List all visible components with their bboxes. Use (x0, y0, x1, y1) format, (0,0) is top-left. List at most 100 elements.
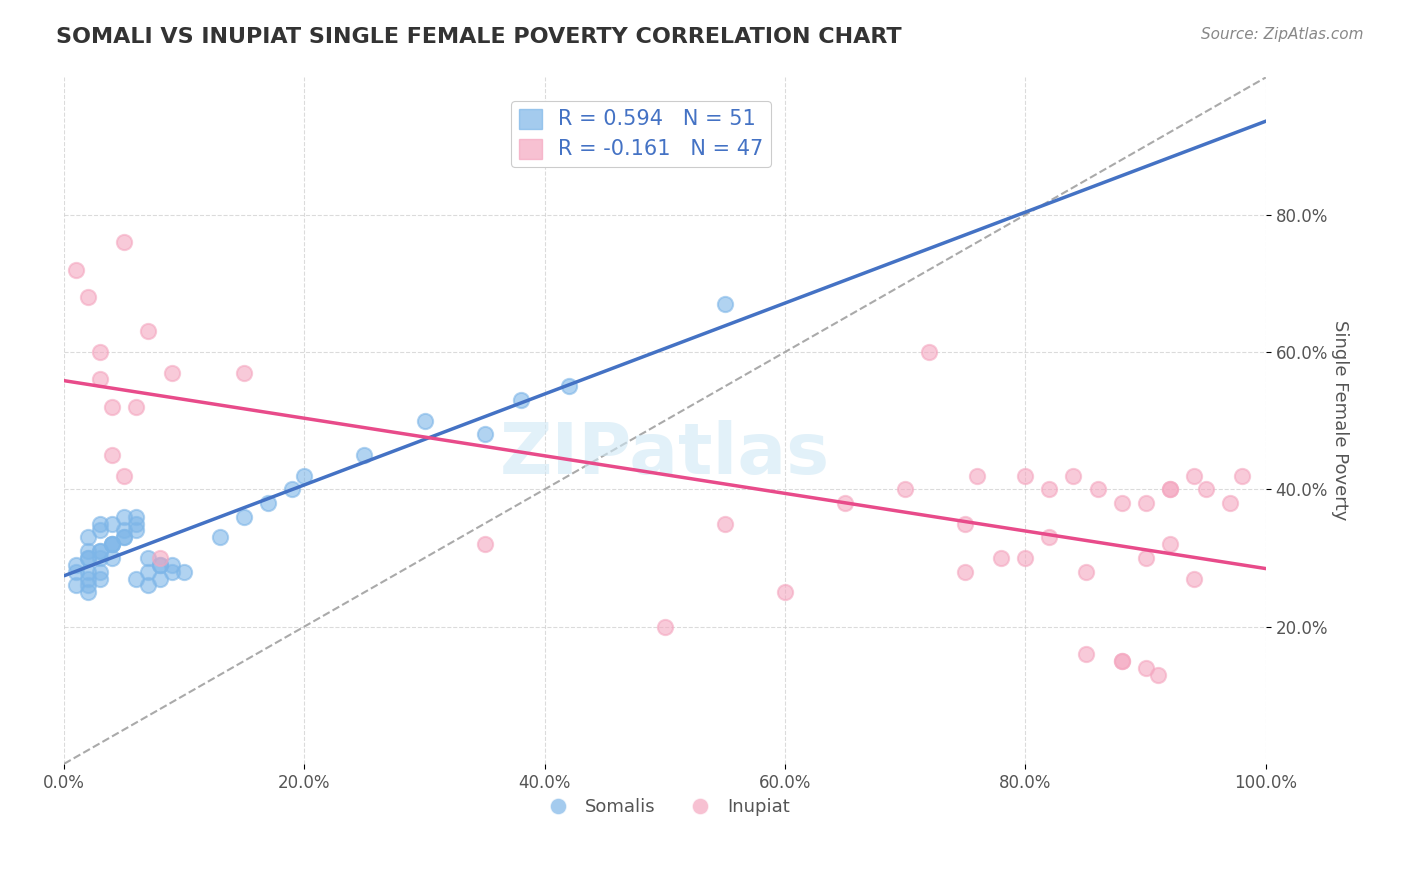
Point (89, 516, 111, 531)
Point (77, 290, 100, 304)
Point (1111, 654, 1133, 668)
Point (990, 550, 1012, 565)
Point (1135, 496, 1157, 510)
Point (89, 565, 111, 579)
Point (125, 572, 148, 586)
Point (894, 483, 917, 497)
Point (1159, 483, 1181, 497)
Point (65, 565, 87, 579)
Point (918, 345, 941, 359)
Point (834, 496, 856, 510)
Point (1135, 550, 1157, 565)
Point (101, 400, 124, 414)
Point (101, 537, 124, 551)
Text: SOMALI VS INUPIAT SINGLE FEMALE POVERTY CORRELATION CHART: SOMALI VS INUPIAT SINGLE FEMALE POVERTY … (56, 27, 901, 46)
Point (77, 578, 100, 592)
Point (77, 550, 100, 565)
Point (89, 544, 111, 558)
Point (125, 509, 148, 524)
Point (112, 509, 135, 524)
Point (1111, 654, 1133, 668)
Point (292, 468, 315, 483)
Point (136, 578, 159, 592)
Point (89, 544, 111, 558)
Point (558, 379, 581, 393)
Point (101, 516, 124, 531)
Point (125, 516, 148, 531)
Point (1087, 483, 1109, 497)
Point (149, 558, 172, 572)
Point (149, 572, 172, 586)
Point (966, 468, 988, 483)
Point (714, 297, 737, 311)
Point (77, 572, 100, 586)
Point (101, 537, 124, 551)
Point (89, 572, 111, 586)
Point (77, 530, 100, 544)
Point (1063, 468, 1085, 483)
Y-axis label: Single Female Poverty: Single Female Poverty (1331, 320, 1348, 521)
Point (209, 530, 232, 544)
Point (160, 366, 183, 380)
Point (77, 550, 100, 565)
Point (112, 530, 135, 544)
Point (413, 414, 436, 428)
Point (1014, 468, 1036, 483)
Point (65, 262, 87, 277)
Legend: Somalis, Inupiat: Somalis, Inupiat (533, 791, 797, 823)
Point (89, 372, 111, 386)
Point (474, 427, 496, 442)
Point (125, 400, 148, 414)
Point (955, 516, 977, 531)
Point (101, 537, 124, 551)
Point (77, 585, 100, 599)
Point (160, 565, 183, 579)
Point (1135, 661, 1157, 675)
Point (101, 550, 124, 565)
Point (101, 448, 124, 462)
Text: ZIPatlas: ZIPatlas (501, 420, 830, 490)
Point (233, 509, 256, 524)
Point (77, 544, 100, 558)
Point (112, 235, 135, 249)
Point (714, 516, 737, 531)
Point (1219, 496, 1241, 510)
Point (112, 468, 135, 483)
Point (1038, 530, 1060, 544)
Point (1014, 550, 1036, 565)
Point (1074, 565, 1097, 579)
Point (136, 325, 159, 339)
Point (1159, 537, 1181, 551)
Point (353, 448, 375, 462)
Point (281, 483, 304, 497)
Point (474, 537, 496, 551)
Point (1038, 483, 1060, 497)
Point (89, 550, 111, 565)
Point (136, 550, 159, 565)
Point (1159, 483, 1181, 497)
Point (233, 366, 256, 380)
Point (136, 565, 159, 579)
Point (149, 558, 172, 572)
Point (173, 565, 195, 579)
Point (257, 496, 280, 510)
Text: Source: ZipAtlas.com: Source: ZipAtlas.com (1201, 27, 1364, 42)
Point (1146, 667, 1168, 681)
Point (773, 585, 796, 599)
Point (1182, 468, 1205, 483)
Point (1111, 496, 1133, 510)
Point (955, 565, 977, 579)
Point (509, 392, 531, 407)
Point (65, 578, 87, 592)
Point (654, 619, 676, 633)
Point (149, 550, 172, 565)
Point (77, 565, 100, 579)
Point (65, 558, 87, 572)
Point (89, 345, 111, 359)
Point (160, 558, 183, 572)
Point (1182, 572, 1205, 586)
Point (1074, 647, 1097, 661)
Point (112, 524, 135, 538)
Point (89, 524, 111, 538)
Point (1195, 483, 1218, 497)
